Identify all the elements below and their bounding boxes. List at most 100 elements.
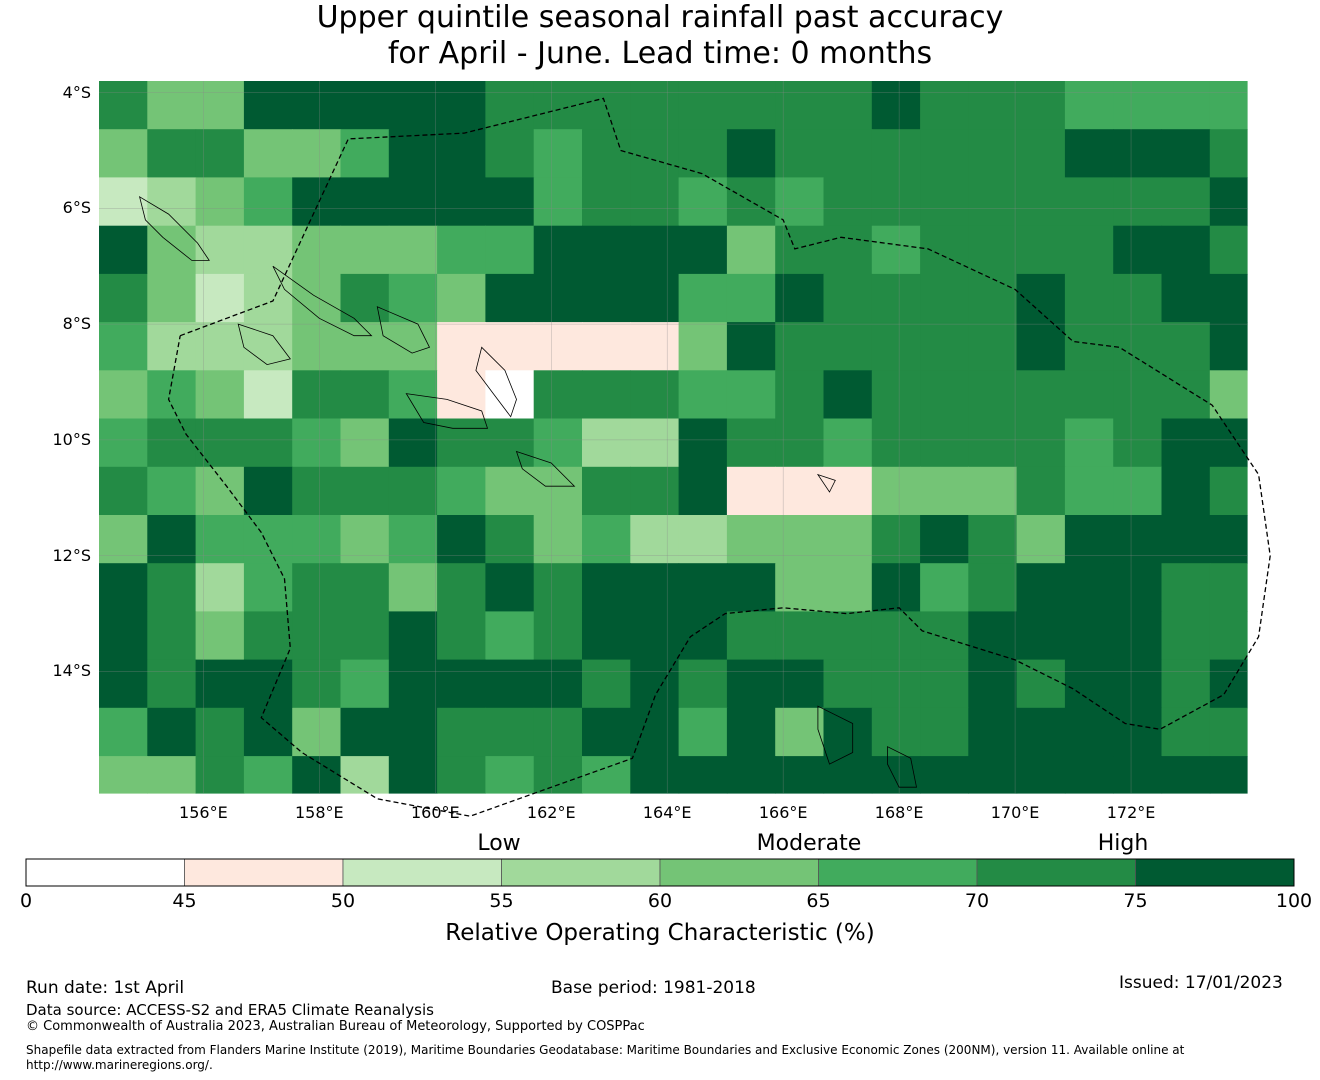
grid-cell: [775, 563, 825, 612]
colorbar-tick-label: 45: [172, 890, 197, 912]
colorbar-segment: [501, 858, 661, 887]
grid-cell: [775, 225, 825, 275]
grid-cell: [147, 611, 197, 661]
grid-cell: [582, 273, 631, 323]
grid-cell: [1113, 466, 1163, 516]
grid-cell: [1209, 370, 1248, 420]
island-outline: [817, 705, 854, 765]
grid-cell: [1064, 273, 1114, 323]
grid-cell: [99, 81, 148, 130]
grid-cell: [920, 515, 969, 564]
lat-tick-label: 4°S: [62, 82, 91, 102]
grid-cell: [968, 225, 1018, 275]
grid-cell: [1113, 515, 1163, 564]
grid-cell: [243, 418, 293, 468]
grid-cell: [292, 659, 342, 709]
grid-cell: [195, 707, 245, 757]
map-figure: [99, 81, 1271, 817]
grid-cell: [920, 322, 969, 371]
grid-cell: [340, 322, 390, 371]
grid-cell: [871, 370, 921, 420]
grid-cell: [582, 515, 631, 564]
grid-cell: [871, 418, 921, 468]
grid-cell: [243, 81, 293, 130]
grid-cell: [1016, 707, 1066, 757]
island-outline: [272, 265, 373, 337]
grid-cell: [1161, 225, 1211, 275]
colorbar: [25, 858, 1295, 887]
island-outline: [816, 473, 836, 493]
grid-cell: [292, 225, 342, 275]
grid-cell: [871, 177, 921, 227]
grid-cell: [388, 515, 438, 564]
grid-cell: [99, 659, 148, 709]
grid-cell: [1209, 707, 1248, 757]
grid-cell: [147, 370, 197, 420]
grid-cell: [533, 515, 583, 564]
grid-cell: [147, 273, 197, 323]
grid-cell: [1016, 129, 1066, 178]
grid-cell: [485, 563, 535, 612]
grid-cell: [726, 225, 776, 275]
grid-cell: [726, 370, 776, 420]
grid-cell: [775, 370, 825, 420]
grid-cell: [871, 81, 921, 130]
grid-cell: [678, 225, 728, 275]
lat-tick-label: 10°S: [52, 429, 91, 449]
grid-cell: [968, 418, 1018, 468]
colorbar-tick-label: 75: [1123, 890, 1148, 912]
grid-cell: [823, 563, 873, 612]
run-date: Run date: 1st April: [26, 978, 185, 998]
grid-cell: [1016, 322, 1066, 371]
colorbar-tick-label: 100: [1275, 890, 1313, 912]
grid-cell: [582, 659, 631, 709]
grid-cell: [485, 322, 535, 371]
lon-tick-label: 158°E: [294, 803, 344, 822]
grid-cell: [243, 659, 293, 709]
grid-cell: [1064, 225, 1114, 275]
grid-cell: [437, 756, 486, 794]
grid-cell: [533, 322, 583, 371]
grid-cell: [340, 756, 390, 794]
grid-cell: [871, 466, 921, 516]
grid-cell: [533, 756, 583, 794]
grid-cell: [582, 225, 631, 275]
grid-cell: [340, 611, 390, 661]
grid-cell: [147, 177, 197, 227]
colorbar-segment: [818, 858, 978, 887]
colorbar-segment: [25, 858, 185, 887]
grid-cell: [968, 322, 1018, 371]
grid-cell: [1064, 563, 1114, 612]
grid-cell: [340, 225, 390, 275]
grid-cell: [582, 707, 631, 757]
grid-cell: [388, 659, 438, 709]
grid-cell: [968, 756, 1018, 794]
grid-cell: [630, 466, 680, 516]
lon-tick-label: 162°E: [526, 803, 576, 822]
grid-cell: [243, 129, 293, 178]
grid-cell: [437, 466, 486, 516]
grid-cell: [678, 563, 728, 612]
grid-cell: [823, 225, 873, 275]
grid-cell: [147, 515, 197, 564]
island-outline: [376, 306, 431, 354]
grid-cell: [1016, 515, 1066, 564]
grid-cell: [292, 177, 342, 227]
grid-cell: [582, 177, 631, 227]
grid-cell: [823, 707, 873, 757]
grid-cell: [485, 225, 535, 275]
grid-cell: [485, 273, 535, 323]
grid-cell: [630, 370, 680, 420]
grid-cell: [726, 273, 776, 323]
grid-cell: [726, 177, 776, 227]
lat-tick-label: 8°S: [62, 314, 91, 334]
colorbar-label: Relative Operating Characteristic (%): [445, 920, 875, 946]
lon-tick-label: 168°E: [874, 803, 924, 822]
grid-cell: [533, 129, 583, 178]
grid-cell: [582, 756, 631, 794]
grid-cell: [775, 81, 825, 130]
grid-cell: [485, 81, 535, 130]
grid-cell: [99, 177, 148, 227]
grid-cell: [968, 129, 1018, 178]
grid-cell: [1113, 611, 1163, 661]
